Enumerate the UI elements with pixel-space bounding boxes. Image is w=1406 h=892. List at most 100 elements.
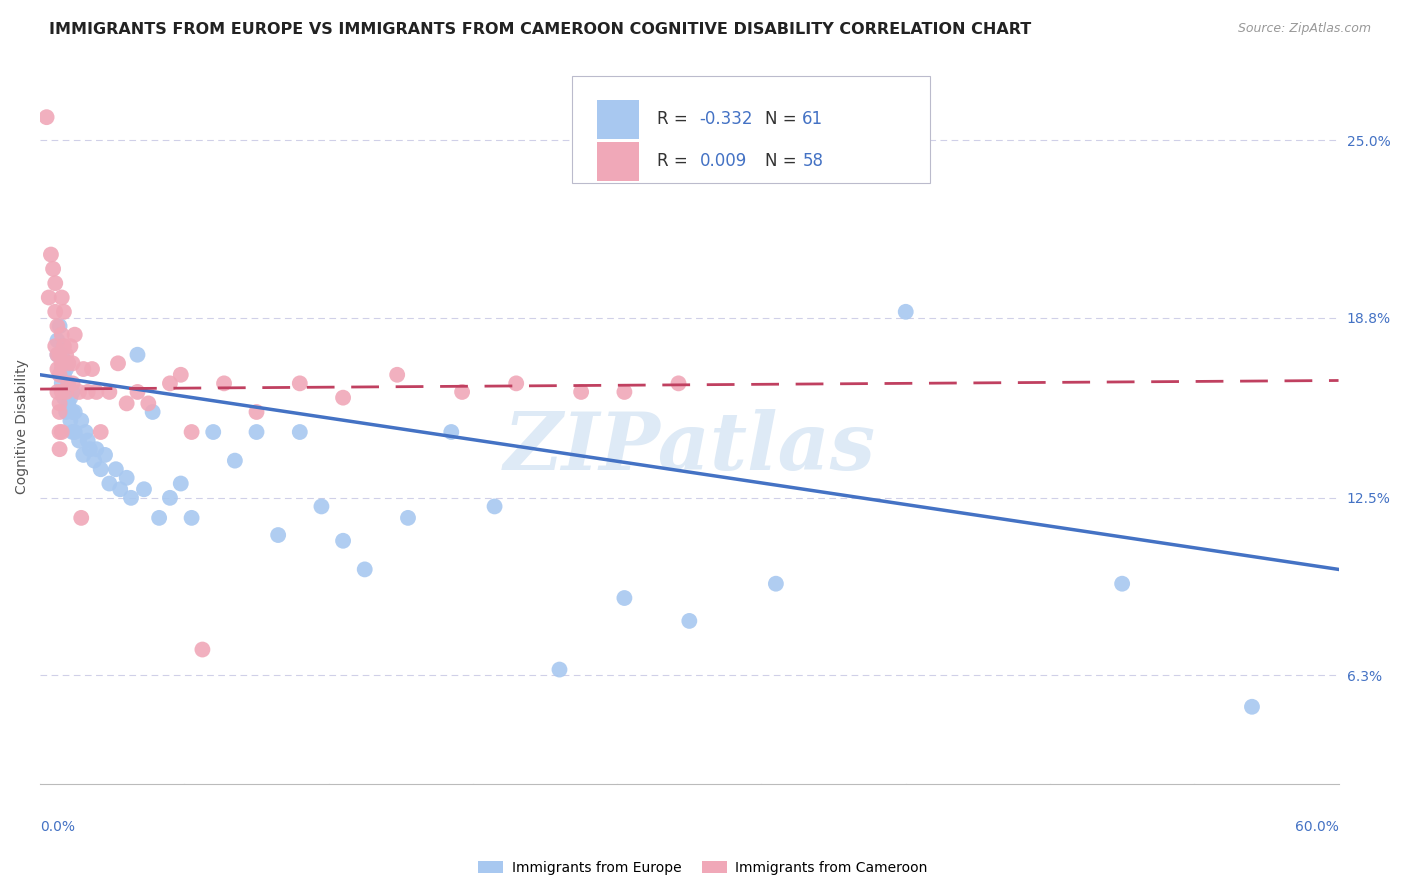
- Point: [46, 362, 69, 376]
- Point: [180, 425, 202, 439]
- Point: [212, 376, 235, 391]
- Point: [59, 413, 82, 427]
- Point: [678, 614, 700, 628]
- Point: [505, 376, 527, 391]
- Point: [90, 425, 112, 439]
- Point: [58, 396, 80, 410]
- Point: [148, 511, 170, 525]
- Point: [55, 405, 77, 419]
- Point: [288, 425, 311, 439]
- Point: [58, 356, 80, 370]
- Point: [115, 396, 138, 410]
- Point: [80, 362, 103, 376]
- Point: [385, 368, 408, 382]
- Point: [75, 425, 97, 439]
- Point: [267, 528, 290, 542]
- Point: [127, 384, 149, 399]
- Point: [44, 339, 66, 353]
- Point: [62, 405, 84, 419]
- Point: [288, 376, 311, 391]
- Point: [67, 384, 90, 399]
- Text: N =: N =: [765, 111, 801, 128]
- Point: [52, 339, 75, 353]
- Point: [159, 376, 181, 391]
- Point: [51, 376, 73, 391]
- Point: [48, 396, 70, 410]
- Point: [72, 448, 94, 462]
- Point: [440, 425, 463, 439]
- Text: R =: R =: [657, 153, 693, 170]
- Point: [202, 425, 225, 439]
- Point: [98, 384, 121, 399]
- Point: [94, 448, 117, 462]
- Point: [79, 442, 101, 457]
- Point: [70, 413, 93, 427]
- Point: [38, 291, 60, 305]
- Point: [46, 348, 69, 362]
- Point: [58, 376, 80, 391]
- Point: [396, 511, 419, 525]
- Point: [136, 396, 159, 410]
- Point: [613, 384, 636, 399]
- Point: [332, 391, 354, 405]
- FancyBboxPatch shape: [598, 100, 638, 139]
- Point: [159, 491, 181, 505]
- Text: R =: R =: [657, 111, 693, 128]
- Point: [51, 384, 73, 399]
- Point: [52, 391, 75, 405]
- Point: [48, 368, 70, 382]
- Point: [86, 442, 108, 457]
- Point: [35, 110, 58, 124]
- Text: 58: 58: [803, 153, 824, 170]
- Point: [86, 384, 108, 399]
- Text: ZIPatlas: ZIPatlas: [503, 409, 876, 486]
- Point: [245, 425, 267, 439]
- Point: [67, 434, 90, 448]
- Point: [90, 462, 112, 476]
- Point: [51, 327, 73, 342]
- Point: [72, 362, 94, 376]
- Point: [83, 453, 105, 467]
- Point: [63, 405, 86, 419]
- Legend: Immigrants from Europe, Immigrants from Cameroon: Immigrants from Europe, Immigrants from …: [472, 855, 934, 880]
- Text: 0.0%: 0.0%: [41, 820, 75, 834]
- Point: [332, 533, 354, 548]
- Point: [104, 462, 127, 476]
- Y-axis label: Cognitive Disability: Cognitive Disability: [15, 359, 30, 494]
- Point: [46, 334, 69, 348]
- Point: [55, 362, 77, 376]
- Point: [63, 327, 86, 342]
- Point: [894, 305, 917, 319]
- Point: [55, 384, 77, 399]
- Point: [62, 425, 84, 439]
- Text: Source: ZipAtlas.com: Source: ZipAtlas.com: [1237, 22, 1371, 36]
- Point: [46, 384, 69, 399]
- Point: [48, 425, 70, 439]
- Point: [76, 434, 98, 448]
- Point: [311, 500, 333, 514]
- Point: [51, 362, 73, 376]
- Point: [191, 642, 214, 657]
- Point: [52, 305, 75, 319]
- Point: [76, 384, 98, 399]
- Point: [62, 384, 84, 399]
- Text: IMMIGRANTS FROM EUROPE VS IMMIGRANTS FROM CAMEROON COGNITIVE DISABILITY CORRELAT: IMMIGRANTS FROM EUROPE VS IMMIGRANTS FRO…: [49, 22, 1032, 37]
- Point: [59, 339, 82, 353]
- Point: [98, 476, 121, 491]
- Point: [52, 368, 75, 382]
- Point: [42, 261, 65, 276]
- Point: [115, 471, 138, 485]
- Point: [48, 348, 70, 362]
- Point: [765, 576, 787, 591]
- Point: [132, 482, 155, 496]
- Text: 60.0%: 60.0%: [1295, 820, 1339, 834]
- Point: [62, 376, 84, 391]
- Point: [668, 376, 690, 391]
- Point: [51, 356, 73, 370]
- Point: [51, 425, 73, 439]
- Text: N =: N =: [765, 153, 801, 170]
- Point: [142, 405, 165, 419]
- Point: [613, 591, 636, 605]
- Point: [48, 442, 70, 457]
- Point: [170, 476, 193, 491]
